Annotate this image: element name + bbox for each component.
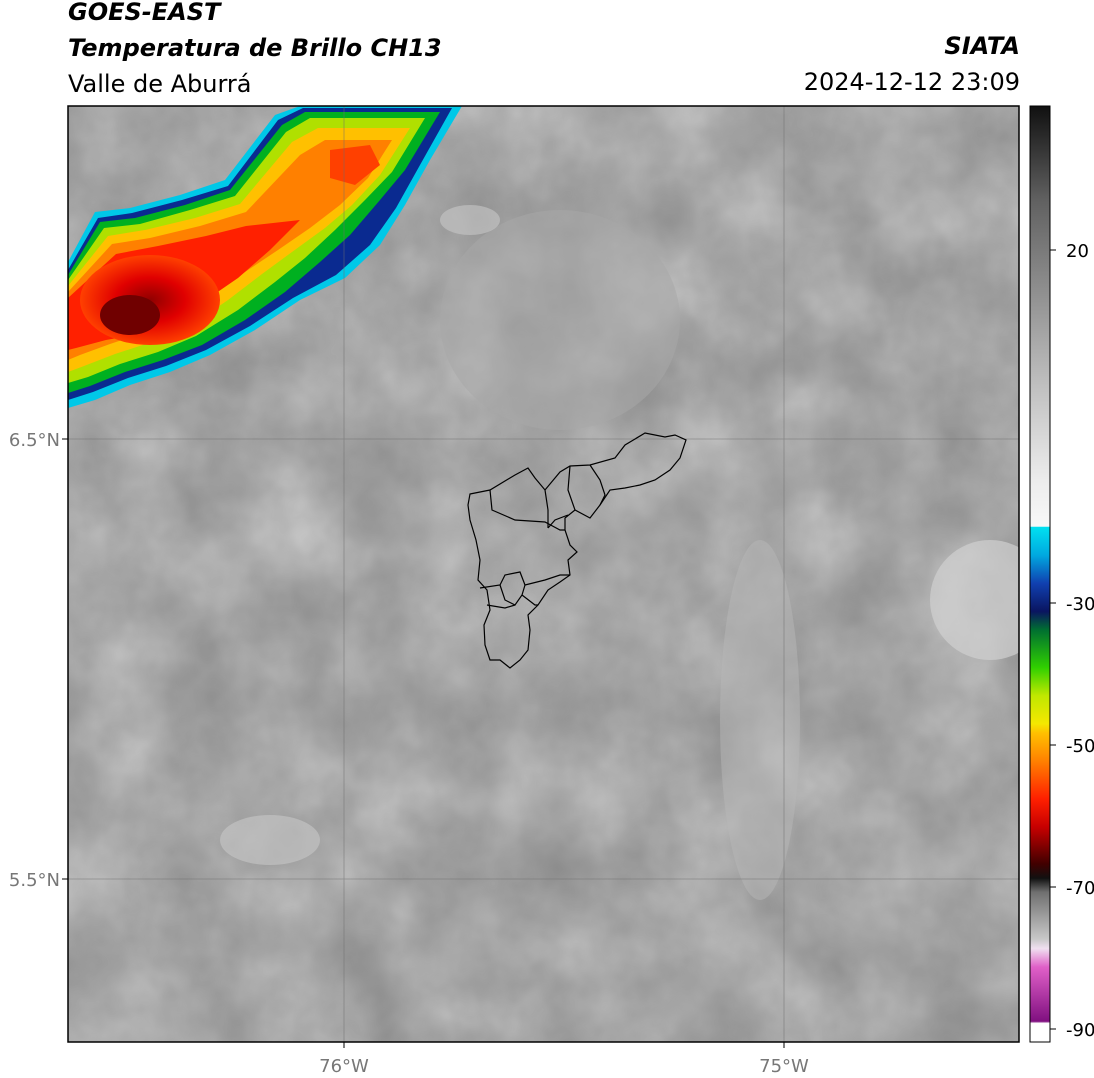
- satellite-title: GOES-EAST: [68, 0, 221, 26]
- colorbar-tick-neg30: -30: [1066, 594, 1094, 615]
- axis-ticks: [62, 438, 785, 1048]
- colorbar-frame: [1029, 105, 1051, 1043]
- gridlines: [68, 106, 1019, 1042]
- lat-label-5-5: 5.5°N: [9, 870, 60, 891]
- storm-cloud: [68, 106, 462, 408]
- lon-label-76: 76°W: [319, 1056, 369, 1077]
- colorbar-tick-20: 20: [1066, 241, 1089, 262]
- satellite-field: [68, 106, 1019, 1042]
- lon-label-75: 75°W: [759, 1056, 809, 1077]
- map-frame: [67, 105, 1020, 1043]
- region-subtitle: Valle de Aburrá: [68, 70, 252, 98]
- municipality-outlines: [467, 432, 687, 669]
- timestamp-label: 2024-12-12 23:09: [803, 68, 1020, 96]
- colorbar: 20 -30 -50 -70 -90: [1029, 105, 1094, 1043]
- title-right-block: SIATA 2024-12-12 23:09: [804, 28, 1020, 100]
- colorbar-gradient: [1030, 106, 1050, 1042]
- product-title: Temperatura de Brillo CH13: [68, 34, 442, 62]
- colorbar-tick-neg50: -50: [1066, 736, 1094, 757]
- title-block: GOES-EAST Temperatura de Brillo CH13 Val…: [68, 0, 442, 102]
- agency-label: SIATA: [944, 32, 1020, 60]
- lat-label-6-5: 6.5°N: [9, 430, 60, 451]
- colorbar-tick-neg70: -70: [1066, 878, 1094, 899]
- colorbar-tick-neg90: -90: [1066, 1020, 1094, 1041]
